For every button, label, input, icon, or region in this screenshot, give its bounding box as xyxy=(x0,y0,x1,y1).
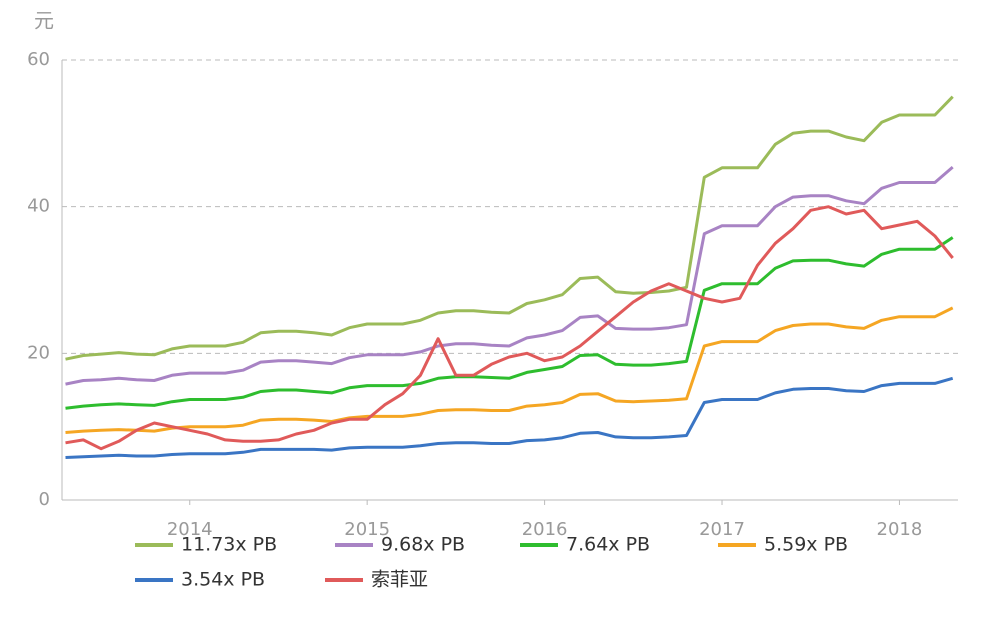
x-tick-label: 2014 xyxy=(167,519,213,540)
legend-label: 7.64x PB xyxy=(566,534,650,556)
y-tick-label: 60 xyxy=(27,49,50,70)
y-axis-label: 元 xyxy=(34,9,54,33)
series-line xyxy=(65,236,954,410)
x-tick-label: 2016 xyxy=(522,519,568,540)
legend-label: 5.59x PB xyxy=(764,534,848,556)
x-tick-label: 2017 xyxy=(699,519,745,540)
x-tick-label: 2018 xyxy=(877,519,923,540)
series-line xyxy=(65,306,954,434)
y-tick-label: 20 xyxy=(27,342,50,363)
series-line xyxy=(65,95,954,361)
legend-label: 9.68x PB xyxy=(381,534,465,556)
series-line xyxy=(65,376,954,459)
series-line xyxy=(65,165,954,386)
legend-label: 索菲亚 xyxy=(371,569,428,591)
legend-label: 11.73x PB xyxy=(181,534,277,556)
y-tick-label: 40 xyxy=(27,196,50,217)
series-line xyxy=(65,205,954,451)
y-tick-label: 0 xyxy=(39,489,50,510)
legend-label: 3.54x PB xyxy=(181,569,265,591)
x-tick-label: 2015 xyxy=(344,519,390,540)
